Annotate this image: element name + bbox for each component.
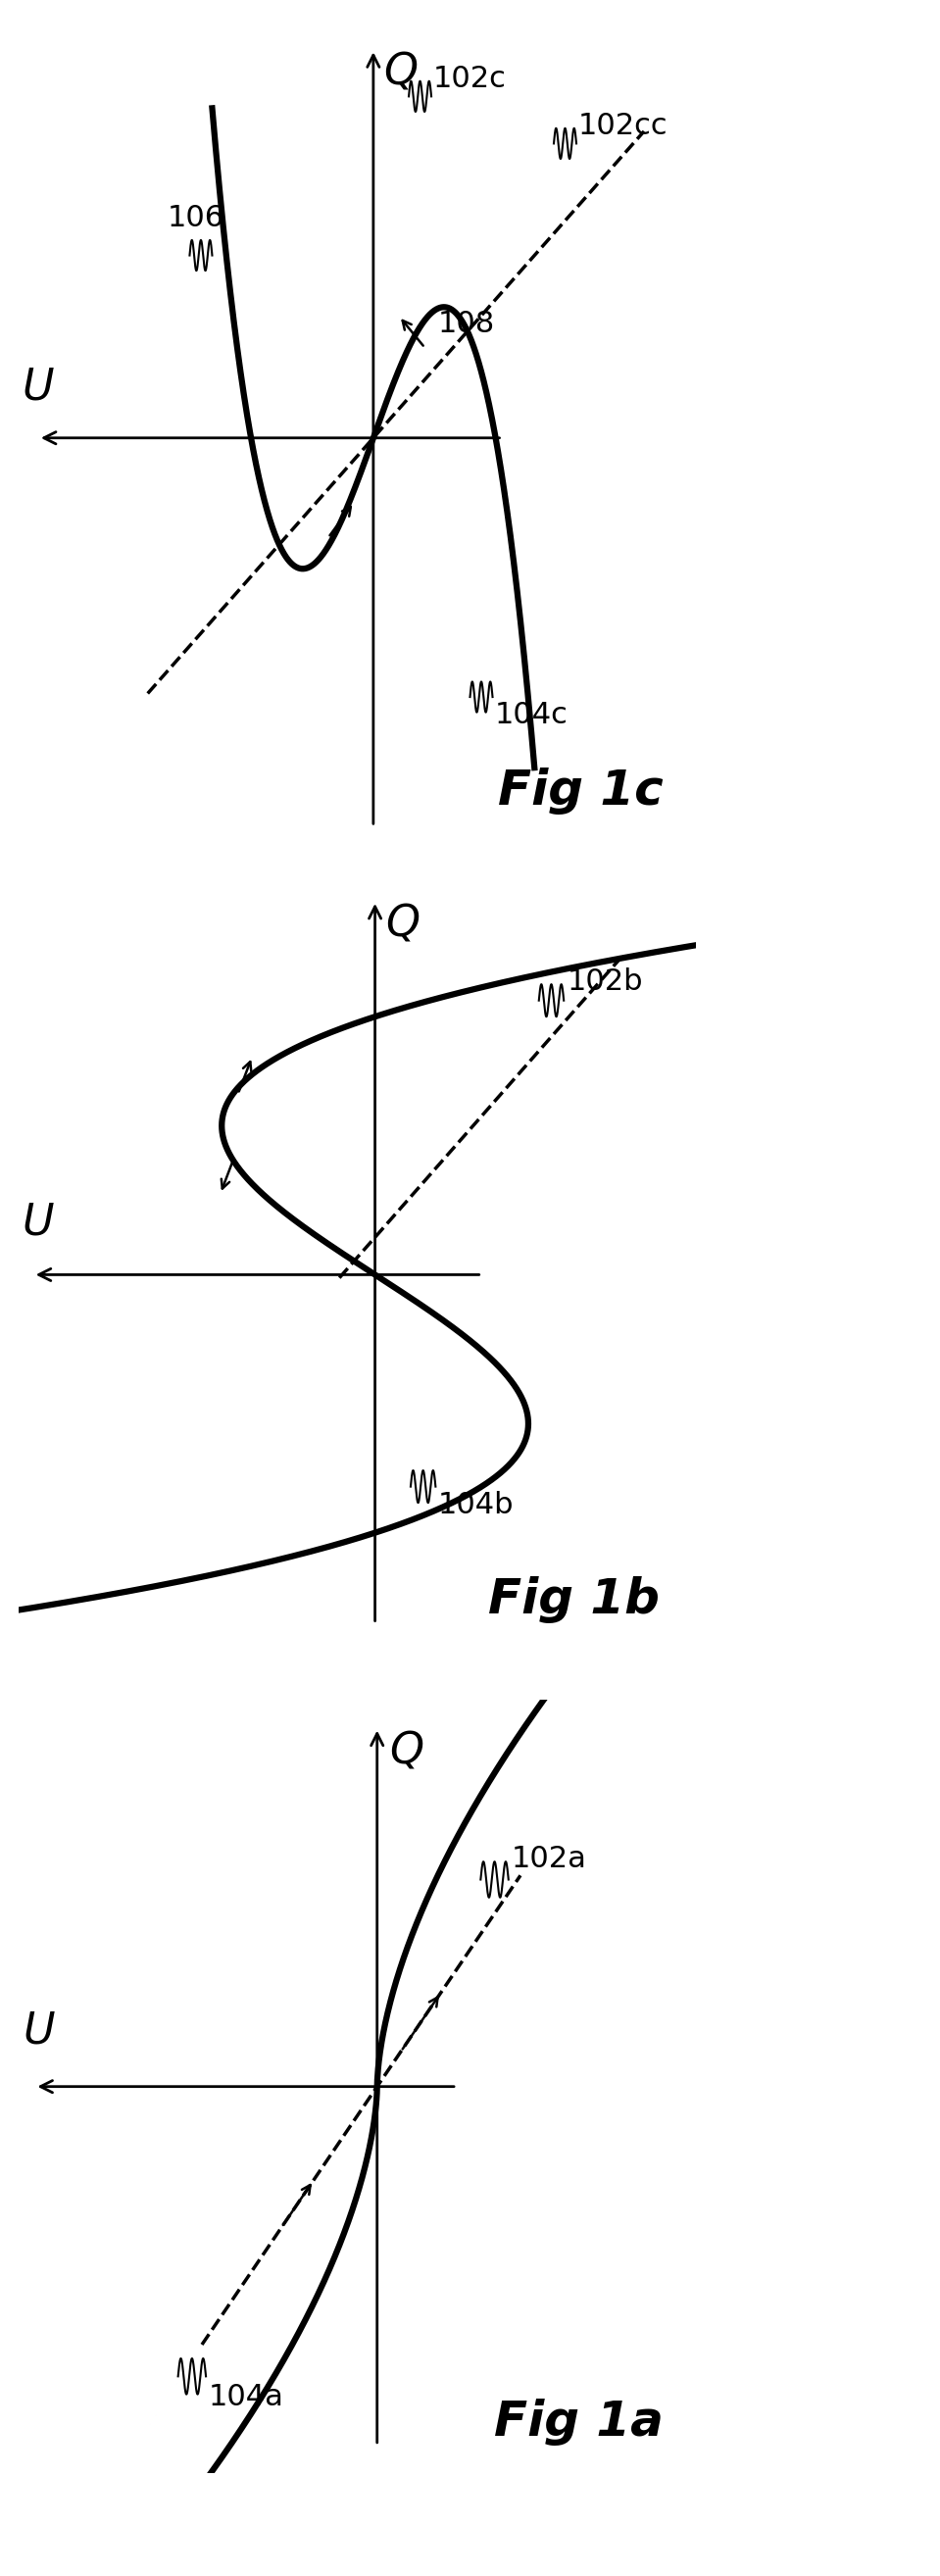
Text: 104a: 104a	[209, 2383, 284, 2411]
Text: 102c: 102c	[433, 64, 507, 93]
Text: Q: Q	[385, 904, 420, 945]
Text: U: U	[22, 366, 54, 410]
Text: 106: 106	[167, 204, 224, 232]
Text: Fig 1b: Fig 1b	[489, 1577, 660, 1623]
Text: 104b: 104b	[438, 1492, 513, 1520]
Text: Fig 1c: Fig 1c	[498, 768, 664, 814]
Text: 108: 108	[438, 309, 494, 337]
Text: 102cc: 102cc	[578, 111, 668, 139]
Text: U: U	[23, 2009, 55, 2053]
Text: Q: Q	[383, 52, 417, 93]
Text: Q: Q	[389, 1731, 423, 1772]
Text: 102a: 102a	[510, 1844, 587, 1873]
Text: U: U	[23, 1200, 55, 1244]
Text: 102b: 102b	[568, 969, 643, 997]
Text: Fig 1a: Fig 1a	[494, 2398, 664, 2445]
Text: 104c: 104c	[494, 701, 568, 729]
